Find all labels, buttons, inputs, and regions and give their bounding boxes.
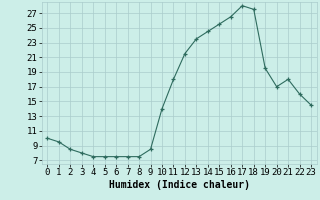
X-axis label: Humidex (Indice chaleur): Humidex (Indice chaleur): [109, 180, 250, 190]
